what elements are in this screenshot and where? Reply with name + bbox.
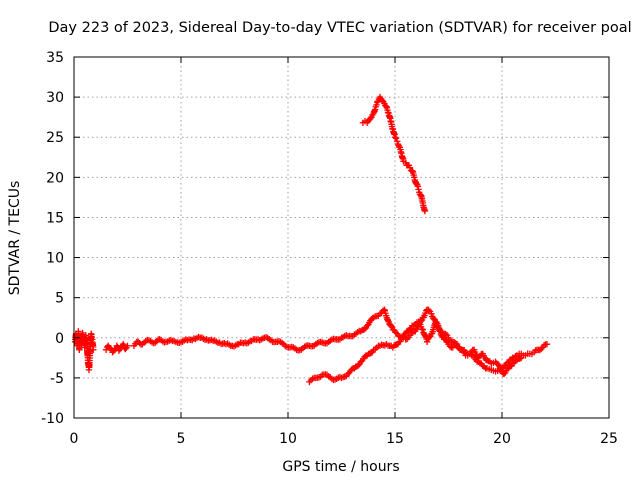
x-tick-label: 0 (70, 431, 79, 447)
chart-title: Day 223 of 2023, Sidereal Day-to-day VTE… (48, 20, 631, 36)
data-point (500, 370, 508, 378)
data-point (354, 362, 362, 369)
x-tick-label: 25 (600, 431, 618, 447)
data-point (406, 164, 414, 171)
data-point (414, 183, 422, 190)
y-tick-label: 15 (46, 210, 64, 226)
data-point (513, 357, 521, 364)
data-point (503, 359, 511, 367)
data-point (476, 359, 484, 367)
y-tick-label: 10 (46, 251, 64, 267)
axes: 0 5 10 15 20 25 -10 -5 0 5 10 15 20 25 30 35 (41, 50, 618, 447)
data-marks (71, 93, 551, 386)
data-point (387, 322, 395, 329)
data-point (423, 338, 431, 345)
data-point (436, 328, 444, 335)
data-point (373, 99, 381, 106)
y-tick-label: 0 (55, 331, 64, 347)
data-point (518, 354, 525, 362)
y-tick-label: -10 (41, 411, 64, 427)
data-point (361, 325, 368, 333)
y-tick-label: 35 (46, 50, 64, 66)
data-point (435, 327, 443, 334)
data-point (415, 186, 422, 193)
y-tick-label: 5 (55, 291, 64, 307)
data-point (367, 349, 375, 357)
plot-frame (73, 56, 610, 419)
grid (74, 57, 609, 418)
data-point (494, 361, 501, 368)
x-tick-label: 10 (279, 431, 297, 447)
data-point (124, 342, 131, 349)
data-point (540, 341, 548, 349)
data-point (378, 97, 386, 104)
data-point (122, 345, 129, 353)
data-point (543, 340, 551, 348)
x-axis-label: GPS time / hours (282, 459, 399, 475)
data-point (392, 135, 400, 142)
data-point (421, 207, 429, 215)
x-tick-label: 15 (386, 431, 404, 447)
x-tick-label: 20 (493, 431, 511, 447)
y-tick-label: 30 (46, 90, 64, 106)
data-point (391, 134, 399, 141)
x-tick-label: 5 (177, 431, 186, 447)
data-point (393, 138, 401, 145)
data-point (152, 339, 159, 346)
data-point (376, 310, 384, 317)
data-point (500, 362, 508, 370)
data-point (406, 326, 414, 333)
data-point (516, 355, 524, 362)
data-point (483, 357, 491, 364)
y-tick-label: 25 (46, 130, 64, 146)
y-tick-label: -5 (50, 371, 64, 387)
data-point (418, 325, 426, 333)
data-point (446, 343, 454, 350)
y-axis-label: SDTVAR / TECUs (7, 181, 23, 296)
y-tick-label: 20 (46, 170, 64, 186)
data-point (392, 329, 399, 336)
data-point (115, 347, 123, 354)
data-point (90, 346, 97, 354)
data-point (496, 365, 504, 372)
data-point (451, 342, 458, 349)
data-point (428, 310, 435, 317)
